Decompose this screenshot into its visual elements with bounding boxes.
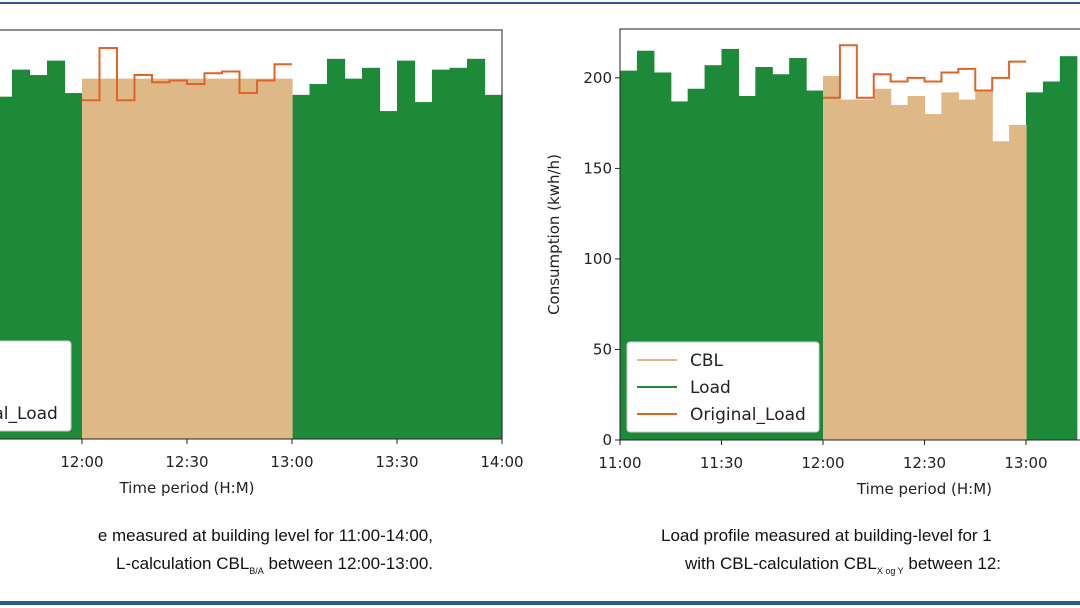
x-tick-label: 11:30 [700, 454, 743, 472]
x-tick-label: 13:30 [375, 453, 418, 471]
caption-text: between 12: [903, 554, 1002, 573]
x-axis-label: Time period (H:M) [856, 480, 992, 498]
caption-left-line2: L-calculation CBLB/A between 12:00-13:00… [98, 550, 433, 585]
cbl-bar [204, 78, 223, 439]
cbl-bar [117, 78, 136, 439]
y-tick-label: 100 [583, 250, 612, 268]
x-tick-label: 14:00 [480, 453, 523, 471]
x-tick-label: 12:00 [60, 453, 103, 471]
load-bar [362, 67, 381, 439]
load-bar [327, 58, 346, 440]
caption-right: Load profile measured at building-level … [661, 522, 1001, 585]
cbl-bar [992, 141, 1010, 441]
y-axis-label: Consumption (kwh/h) [545, 154, 563, 315]
caption-text: between 12:00-13:00. [263, 554, 433, 573]
caption-right-line1: Load profile measured at building-level … [661, 526, 992, 545]
cbl-bar [941, 92, 959, 440]
cbl-bar [975, 90, 993, 440]
cbl-bar [873, 88, 892, 440]
legend: CBL Load Original_Load [626, 341, 820, 433]
load-bar [414, 102, 433, 439]
load-bar [1042, 81, 1061, 441]
caption-subscript: B/A [249, 566, 264, 576]
cbl-bar [152, 78, 171, 439]
x-tick-label: 12:30 [903, 454, 946, 472]
cbl-bar [169, 78, 188, 439]
cbl-bar [239, 78, 258, 439]
x-tick-label: 12:00 [801, 454, 844, 472]
x-tick-label: 11:00 [598, 454, 641, 472]
cbl-bar [274, 78, 293, 439]
cbl-bar [907, 95, 926, 441]
load-bar [292, 94, 311, 439]
top-frame-line [0, 2, 1080, 4]
load-bar [397, 60, 416, 440]
cbl-bar [99, 78, 118, 439]
legend-label: Original_Load [690, 405, 806, 425]
cbl-bar [958, 99, 976, 440]
legend-box [0, 340, 72, 432]
load-bar [1059, 56, 1078, 440]
load-bar [484, 94, 503, 439]
legend-label: CBL [690, 351, 724, 371]
x-tick-label: 13:00 [1004, 454, 1047, 472]
cbl-bar [839, 99, 858, 440]
cbl-bar [82, 78, 101, 439]
legend-label: Original_Load [0, 404, 58, 424]
cbl-bar [187, 78, 206, 439]
original-load-line [82, 47, 292, 102]
load-bar [467, 58, 486, 440]
x-tick-label: 12:30 [165, 453, 208, 471]
original-load-line [823, 44, 1026, 99]
load-bar [432, 69, 451, 439]
y-tick-label: 200 [583, 69, 612, 87]
load-bar [309, 84, 328, 440]
cbl-bar [856, 99, 875, 440]
cbl-bar [924, 114, 943, 440]
load-bar [379, 111, 398, 440]
legend-box [626, 341, 820, 433]
y-tick-label: 150 [583, 159, 612, 177]
caption-left: e measured at building level for 11:00-1… [98, 522, 433, 585]
cbl-bar [222, 78, 241, 439]
bottom-frame-line [0, 601, 1080, 605]
y-tick-label: 0 [602, 431, 612, 449]
cbl-bar [134, 78, 153, 439]
caption-text: with CBL-calculation CBL [685, 554, 877, 573]
cbl-bar [890, 105, 909, 440]
cbl-bar [1009, 124, 1027, 440]
y-tick-label: 50 [593, 340, 612, 358]
load-bar [449, 67, 468, 439]
caption-subscript: X og Y [876, 566, 904, 576]
load-bar [1026, 92, 1044, 440]
x-tick-label: 13:00 [270, 453, 313, 471]
cbl-bar [823, 76, 841, 440]
caption-right-line2: with CBL-calculation CBLX og Y between 1… [661, 550, 1001, 585]
caption-text: L-calculation CBL [116, 554, 250, 573]
load-bar [344, 78, 363, 439]
cbl-bar [257, 78, 276, 439]
x-axis-label: Time period (H:M) [118, 479, 254, 497]
caption-left-line1: e measured at building level for 11:00-1… [97, 526, 433, 545]
legend-label: Load [690, 378, 731, 398]
